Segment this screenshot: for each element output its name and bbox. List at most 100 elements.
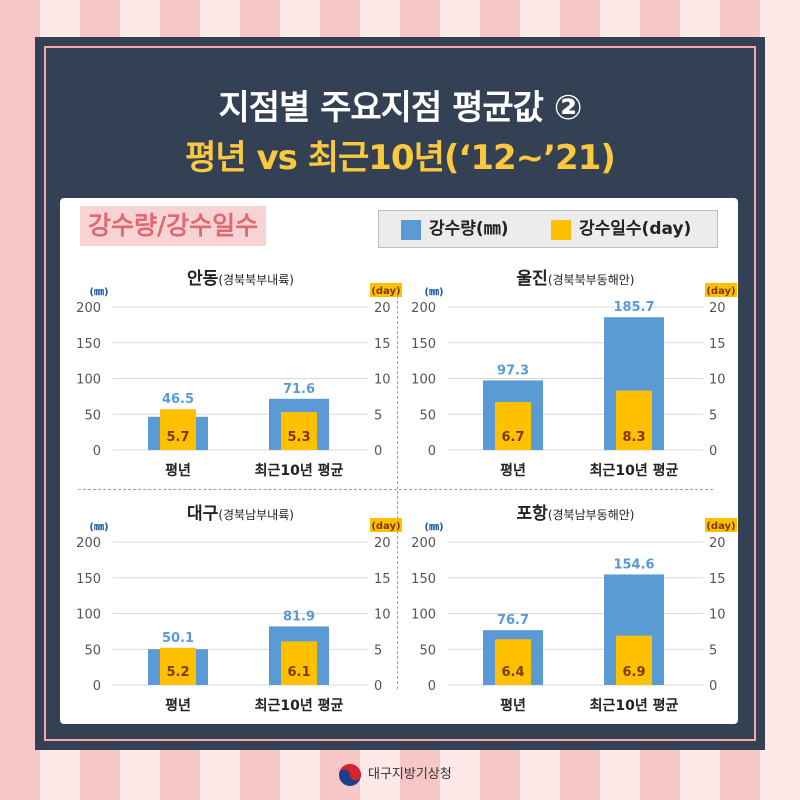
chart-4-ytick: 0	[428, 679, 436, 694]
chart-1-ytick: 50	[84, 408, 101, 423]
section-tag: 강수량/강수일수	[80, 206, 267, 246]
chart-1-category-label: 평년	[165, 462, 191, 479]
chart-3-category-label: 최근10년 평균	[255, 697, 344, 714]
chart-2-y2tick: 15	[709, 337, 726, 352]
chart-1-y2tick: 5	[374, 408, 382, 423]
chart-4-y2tick: 15	[709, 572, 726, 587]
legend: 강수량(㎜) 강수일수(day)	[378, 210, 718, 248]
chart-4-title-name: 포항	[517, 503, 549, 524]
chart-4-y2tick: 10	[709, 608, 726, 623]
chart-1-y2label-bg	[370, 283, 402, 297]
chart-4-value-days: 6.9	[622, 665, 645, 680]
legend-swatch-days	[551, 220, 571, 240]
chart-1-subtitle: (경북북부내륙)	[218, 273, 294, 287]
chart-2-title: 울진(경북북부동해안)	[517, 269, 635, 289]
chart-3-y2tick: 15	[374, 572, 391, 587]
chart-1-value-days: 5.3	[287, 430, 310, 445]
chart-2-ytick: 200	[411, 301, 436, 316]
chart-3-y2tick: 5	[374, 643, 382, 658]
chart-4-subtitle: (경북남부동해안)	[548, 508, 635, 522]
chart-3-y2label-bg	[370, 518, 402, 532]
chart-4-category-label: 최근10년 평균	[590, 697, 679, 714]
chart-4-ytick: 100	[411, 608, 436, 623]
chart-3-ytick: 150	[76, 572, 101, 587]
chart-1-title-name: 안동	[187, 269, 219, 289]
chart-1-y2tick: 0	[374, 444, 382, 459]
chart-2-subtitle: (경북북부동해안)	[548, 273, 635, 287]
legend-label-precip: 강수량(㎜)	[429, 219, 509, 239]
chart-4-ytick: 50	[419, 643, 436, 658]
chart-3-value-precip: 50.1	[162, 631, 194, 646]
chart-1-ytick: 200	[76, 301, 101, 316]
chart-2-y2tick: 5	[709, 408, 717, 423]
chart-3-bar-days	[281, 641, 317, 685]
chart-4-ylabel: (㎜)	[424, 522, 443, 533]
chart-3-category-label: 평년	[165, 697, 191, 714]
chart-4-category-label: 평년	[500, 697, 526, 714]
chart-2-title-name: 울진	[517, 269, 548, 289]
chart-2-y2tick: 20	[709, 301, 726, 316]
chart-4-value-precip: 154.6	[613, 557, 654, 572]
chart-4-y2label-bg	[705, 518, 737, 532]
chart-2-y2tick: 0	[709, 444, 717, 459]
chart-3-title-name: 대구	[187, 504, 219, 524]
chart-4-y2tick: 0	[709, 679, 717, 694]
chart-3-y2tick: 0	[374, 679, 382, 694]
chart-1-title: 안동(경북북부내륙)	[187, 269, 294, 289]
chart-3-title: 대구(경북남부내륙)	[187, 504, 294, 524]
chart-3-ytick: 200	[76, 536, 101, 551]
chart-1-bar-days	[160, 409, 196, 450]
chart-1-value-days: 5.7	[166, 430, 189, 445]
chart-1-ylabel: (㎜)	[89, 287, 108, 298]
chart-4-y2label: (day)	[706, 521, 735, 532]
quadrant-divider-vertical	[397, 291, 398, 689]
legend-label-days: 강수일수(day)	[579, 219, 692, 239]
chart-3-value-precip: 81.9	[283, 609, 315, 624]
chart-2-bar-days	[495, 402, 531, 450]
quadrant-divider-horizontal	[78, 489, 713, 490]
chart-2-ytick: 50	[419, 408, 436, 423]
chart-1-y2label: (day)	[371, 286, 400, 297]
taegeuk-icon	[338, 763, 362, 787]
chart-2-ytick: 150	[411, 337, 436, 352]
chart-1-ytick: 150	[76, 337, 101, 352]
chart-3-ylabel: (㎜)	[89, 522, 108, 533]
chart-2-ylabel: (㎜)	[424, 287, 443, 298]
chart-4-title: 포항(경북남부동해안)	[517, 503, 635, 524]
chart-1-value-precip: 46.5	[162, 392, 194, 407]
chart-1-value-precip: 71.6	[283, 382, 315, 397]
chart-3-y2tick: 20	[374, 536, 391, 551]
chart-3-value-days: 6.1	[287, 665, 310, 680]
chart-1-y2tick: 10	[374, 373, 391, 388]
page-subtitle: 평년 vs 최근10년(‘12~’21)	[185, 138, 616, 178]
chart-4-value-days: 6.4	[501, 665, 524, 680]
chart-4-ytick: 150	[411, 572, 436, 587]
chart-4-bar-days	[616, 635, 652, 685]
chart-2-y2tick: 10	[709, 373, 726, 388]
chart-2-bar-days	[616, 390, 652, 450]
chart-1-y2tick: 20	[374, 301, 391, 316]
chart-2-ytick: 0	[428, 444, 436, 459]
chart-2-category-label: 최근10년 평균	[590, 462, 679, 479]
chart-4-y2tick: 5	[709, 643, 717, 658]
chart-3-ytick: 100	[76, 608, 101, 623]
chart-3-subtitle: (경북남부내륙)	[218, 508, 294, 522]
chart-3-value-days: 5.2	[166, 665, 189, 680]
chart-2-y2label-bg	[705, 283, 737, 297]
frame-border	[44, 46, 756, 741]
chart-3-y2tick: 10	[374, 608, 391, 623]
chart-3-bar-days	[160, 647, 196, 685]
chart-1-ytick: 0	[93, 444, 101, 459]
chart-3-ytick: 0	[93, 679, 101, 694]
chart-2-value-days: 8.3	[622, 430, 645, 445]
legend-swatch-precip	[401, 220, 421, 240]
chart-2-value-precip: 97.3	[497, 363, 529, 378]
chart-4-bar-days	[495, 639, 531, 685]
chart-1-ytick: 100	[76, 373, 101, 388]
chart-2-category-label: 평년	[500, 462, 526, 479]
chart-2-ytick: 100	[411, 373, 436, 388]
chart-2-value-days: 6.7	[501, 430, 524, 445]
agency-name: 대구지방기상청	[368, 767, 452, 782]
chart-3-y2label: (day)	[371, 521, 400, 532]
